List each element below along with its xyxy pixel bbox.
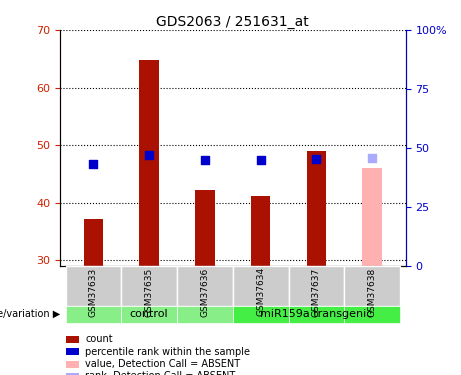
Bar [65, 361, 79, 368]
Bar [177, 306, 233, 322]
Text: count: count [85, 334, 112, 344]
Bar [362, 168, 382, 266]
Text: GSM37637: GSM37637 [312, 267, 321, 316]
Text: GSM37633: GSM37633 [89, 267, 98, 316]
Text: GSM37638: GSM37638 [368, 267, 377, 316]
Bar [121, 266, 177, 306]
Bar [65, 336, 79, 343]
Bar [289, 306, 344, 322]
Point [313, 156, 320, 162]
Text: GSM37635: GSM37635 [145, 267, 154, 316]
Bar [139, 60, 159, 266]
Point [368, 154, 376, 160]
Bar [233, 306, 289, 322]
Text: rank, Detection Call = ABSENT: rank, Detection Call = ABSENT [85, 372, 235, 375]
Point [201, 157, 209, 163]
Text: genotype/variation ▶: genotype/variation ▶ [0, 309, 60, 319]
Bar [83, 219, 103, 266]
Bar [289, 266, 344, 306]
Title: GDS2063 / 251631_at: GDS2063 / 251631_at [156, 15, 309, 29]
Point [146, 152, 153, 158]
Bar [233, 266, 289, 306]
Bar [65, 306, 121, 322]
Text: GSM37636: GSM37636 [201, 267, 209, 316]
Text: value, Detection Call = ABSENT: value, Detection Call = ABSENT [85, 359, 240, 369]
Bar [65, 373, 79, 375]
Bar [195, 190, 215, 266]
Point [90, 161, 97, 167]
Bar [65, 348, 79, 355]
Bar [121, 306, 177, 322]
Bar [177, 266, 233, 306]
Text: miR159a transgenic: miR159a transgenic [260, 309, 372, 319]
Text: control: control [130, 309, 168, 319]
Bar [344, 266, 400, 306]
Text: GSM37634: GSM37634 [256, 267, 265, 316]
Bar [65, 266, 121, 306]
Bar [307, 151, 326, 266]
Bar [344, 306, 400, 322]
Bar [251, 196, 271, 266]
Point [257, 157, 264, 163]
Text: percentile rank within the sample: percentile rank within the sample [85, 347, 250, 357]
